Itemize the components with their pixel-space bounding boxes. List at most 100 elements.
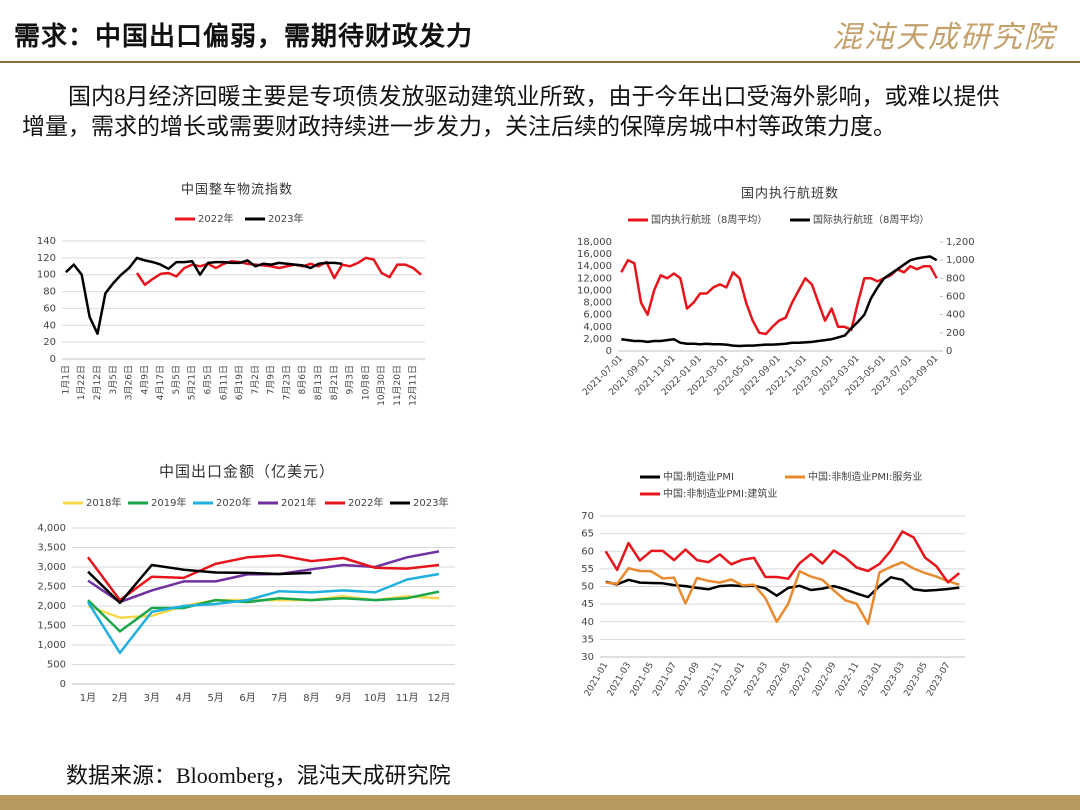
legend-label: 2022年 <box>198 212 233 225</box>
x-tick-label: 12月 <box>428 692 451 704</box>
y-tick-label: 6,000 <box>583 310 612 321</box>
legend-label: 2021年 <box>281 496 316 509</box>
footer-band <box>0 795 1080 810</box>
y-tick-label: 55 <box>581 564 594 575</box>
x-tick-label: 5月21日 <box>187 365 198 400</box>
source-note: 数据来源：Bloomberg，混沌天成研究院 <box>66 763 451 788</box>
chart-title: 国内执行航班数 <box>741 186 839 202</box>
x-tick-label: 10月30日 <box>376 365 387 406</box>
series-line <box>620 258 938 336</box>
x-tick-label: 6月19日 <box>234 365 245 400</box>
y-tick-label: 16,000 <box>577 249 612 260</box>
y-tick-label: 3,500 <box>37 543 66 554</box>
logo: 混沌天成研究院 <box>832 21 1056 54</box>
x-tick-label: 6月11日 <box>218 365 229 400</box>
x-tick-label: 9月3日 <box>345 365 356 394</box>
legend-label: 中国:制造业PMI <box>663 470 734 483</box>
y-tick-label: 2,000 <box>583 334 612 345</box>
series-line <box>135 256 422 287</box>
y2-tick-label: 200 <box>946 328 965 339</box>
y-tick-label: 1,500 <box>37 621 66 632</box>
x-tick-label: 8月 <box>303 692 319 704</box>
legend-label: 2022年 <box>348 496 383 509</box>
y-tick-label: 12,000 <box>577 273 612 284</box>
legend-label: 2020年 <box>216 496 251 509</box>
legend-label: 2023年 <box>268 212 303 225</box>
x-tick-label: 3月5日 <box>108 365 119 394</box>
y-tick-label: 0 <box>60 679 66 690</box>
y-tick-label: 80 <box>43 287 56 298</box>
x-tick-label: 4月9日 <box>139 365 150 394</box>
header-rule <box>0 61 1080 63</box>
x-tick-label: 5月 <box>207 692 223 704</box>
y-tick-label: 40 <box>43 320 56 331</box>
y-tick-label: 8,000 <box>583 298 612 309</box>
x-tick-label: 1月1日 <box>60 365 71 394</box>
series-line <box>605 576 960 599</box>
x-tick-label: 7月23日 <box>281 365 292 400</box>
y-tick-label: 3,000 <box>37 562 66 573</box>
x-tick-label: 1月22日 <box>76 365 87 400</box>
legend-label: 2018年 <box>86 496 121 509</box>
x-tick-label: 5月5日 <box>171 365 182 394</box>
y-tick-label: 140 <box>37 236 56 247</box>
y-tick-label: 18,000 <box>577 237 612 248</box>
y-tick-label: 70 <box>581 511 594 522</box>
x-tick-label: 3月 <box>144 692 160 704</box>
legend-label: 国内执行航班（8周平均） <box>651 213 767 226</box>
y-tick-label: 4,000 <box>37 523 66 534</box>
y-tick-label: 60 <box>43 303 56 314</box>
legend-label: 中国:非制造业PMI:服务业 <box>808 470 922 483</box>
x-tick-label: 4月17日 <box>155 365 166 400</box>
x-tick-label: 8月13日 <box>313 365 324 400</box>
x-tick-label: 6月5日 <box>202 365 213 394</box>
y2-tick-label: 0 <box>946 346 952 357</box>
series-line <box>86 572 440 655</box>
y2-tick-label: 800 <box>946 273 965 284</box>
x-tick-label: 8月21日 <box>329 365 340 400</box>
y-tick-label: 30 <box>581 652 594 663</box>
y-tick-label: 4,000 <box>583 322 612 333</box>
y-tick-label: 2,000 <box>37 601 66 612</box>
series-line <box>605 560 960 626</box>
y-tick-label: 1,000 <box>37 640 66 651</box>
x-tick-label: 7月 <box>271 692 287 704</box>
x-tick-label: 11月20日 <box>392 365 403 406</box>
x-tick-label: 12月11日 <box>408 365 419 406</box>
x-tick-label: 7月9日 <box>266 365 277 394</box>
x-tick-label: 7月2日 <box>250 365 261 394</box>
y2-tick-label: 1,000 <box>946 255 975 266</box>
x-tick-label: 1月 <box>80 692 96 704</box>
x-tick-label: 4月 <box>176 692 192 704</box>
series-line <box>65 256 343 335</box>
y-tick-label: 120 <box>37 253 56 264</box>
y-tick-label: 14,000 <box>577 261 612 272</box>
y-tick-label: 45 <box>581 599 594 610</box>
y-tick-label: 500 <box>47 660 66 671</box>
x-tick-label: 10月 <box>364 692 387 704</box>
y-tick-label: 35 <box>581 634 594 645</box>
y-tick-label: 0 <box>50 354 56 365</box>
y-tick-label: 60 <box>581 546 594 557</box>
x-tick-label: 10月8日 <box>360 365 371 400</box>
x-tick-label: 6月 <box>239 692 255 704</box>
legend-label: 国际执行航班（8周平均） <box>813 213 929 226</box>
y-tick-label: 20 <box>43 337 56 348</box>
x-tick-label: 2月 <box>112 692 128 704</box>
series-line <box>87 563 312 605</box>
y-tick-label: 40 <box>581 617 594 628</box>
y-tick-label: 2,500 <box>37 582 66 593</box>
series-line <box>87 590 440 633</box>
y2-tick-label: 400 <box>946 310 965 321</box>
y-tick-label: 100 <box>37 270 56 281</box>
series-line <box>604 530 961 584</box>
page-title: 需求：中国出口偏弱，需期待财政发力 <box>14 22 474 51</box>
series-line <box>86 554 440 602</box>
legend-label: 2019年 <box>151 496 186 509</box>
legend-label: 2023年 <box>413 496 448 509</box>
y-tick-label: 50 <box>581 582 594 593</box>
x-tick-label: 2月12日 <box>92 365 103 400</box>
legend-label: 中国:非制造业PMI:建筑业 <box>663 487 777 500</box>
